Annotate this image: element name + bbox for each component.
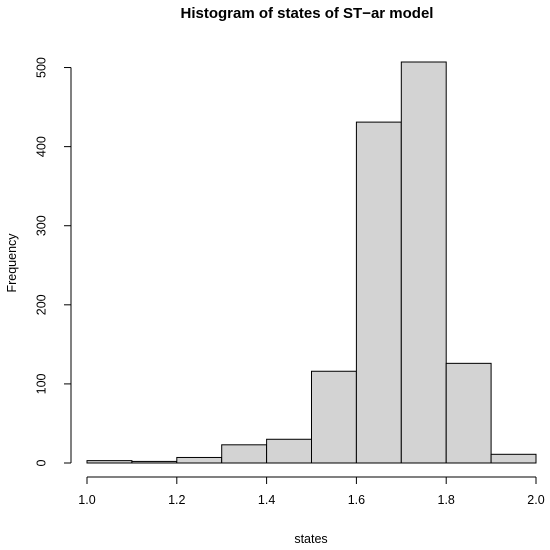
x-tick-label: 2.0 — [527, 493, 544, 507]
x-tick-label: 1.0 — [78, 493, 95, 507]
y-tick-label: 100 — [34, 373, 48, 394]
histogram-bar-10 — [490, 453, 537, 464]
x-axis: 1.0 1.2 1.4 1.6 1.8 2.0 — [78, 476, 545, 507]
y-axis-label: Frequency — [5, 233, 19, 293]
histogram-bar-7 — [355, 121, 402, 464]
histogram-bar-4 — [221, 444, 268, 464]
y-tick-label: 400 — [34, 136, 48, 157]
histogram-bar-5 — [266, 438, 313, 464]
y-tick-label: 0 — [34, 459, 48, 466]
x-tick-label: 1.2 — [168, 493, 185, 507]
histogram-bar-9 — [445, 362, 492, 464]
histogram-bar-2 — [131, 460, 178, 464]
x-axis-label: states — [294, 532, 327, 546]
chart-title: Histogram of states of ST−ar model — [181, 5, 434, 22]
y-tick-label: 500 — [34, 57, 48, 78]
histogram-bar-3 — [176, 456, 223, 464]
y-tick-label: 200 — [34, 294, 48, 315]
x-tick-label: 1.8 — [438, 493, 455, 507]
histogram-bar-6 — [311, 370, 357, 464]
y-axis: 0 100 200 300 400 500 — [34, 57, 72, 466]
y-tick-label: 300 — [34, 215, 48, 236]
histogram-bar-8 — [400, 61, 447, 464]
histogram-bar-1 — [86, 460, 133, 464]
x-tick-label: 1.6 — [348, 493, 365, 507]
x-tick-label: 1.4 — [258, 493, 275, 507]
bars-group — [86, 61, 537, 464]
